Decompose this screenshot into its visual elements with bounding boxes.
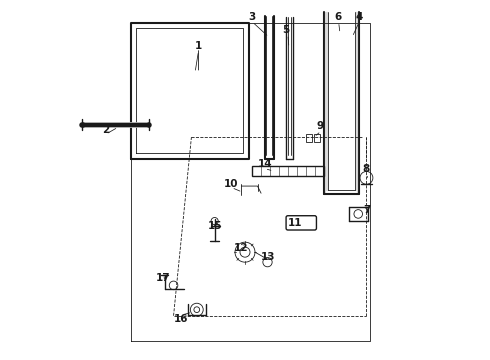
Text: 4: 4 xyxy=(356,13,363,22)
Text: 14: 14 xyxy=(257,159,272,169)
Text: 9: 9 xyxy=(317,121,323,131)
Text: 7: 7 xyxy=(363,205,370,215)
Text: 3: 3 xyxy=(248,13,256,22)
Text: 2: 2 xyxy=(102,125,109,135)
Text: 6: 6 xyxy=(334,13,342,22)
Text: 15: 15 xyxy=(207,221,222,231)
Text: 5: 5 xyxy=(282,25,290,35)
Bar xyxy=(314,134,320,142)
Text: 8: 8 xyxy=(363,164,370,174)
Text: 12: 12 xyxy=(234,243,249,253)
Text: 13: 13 xyxy=(261,252,275,262)
Bar xyxy=(306,134,312,142)
Text: 10: 10 xyxy=(223,179,238,189)
Text: 11: 11 xyxy=(288,218,302,228)
Text: 1: 1 xyxy=(195,41,202,51)
Text: 17: 17 xyxy=(155,273,170,283)
Text: 16: 16 xyxy=(173,314,188,324)
Bar xyxy=(252,166,323,176)
